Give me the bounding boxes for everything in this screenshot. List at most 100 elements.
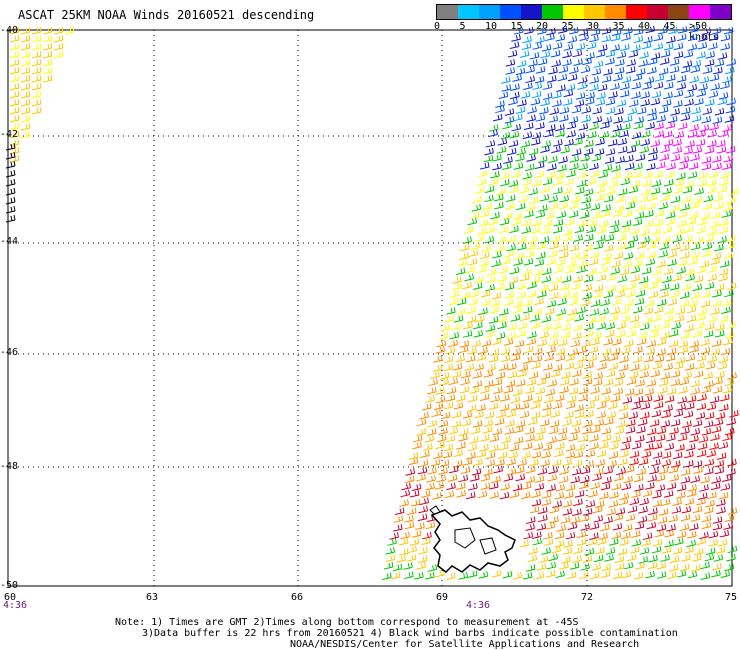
- wind-barb: [696, 402, 707, 411]
- wind-barb: [684, 546, 694, 554]
- wind-barb: [660, 193, 671, 202]
- wind-barb: [647, 474, 657, 483]
- wind-barb: [660, 372, 671, 380]
- wind-barb: [575, 43, 586, 51]
- wind-barb: [704, 322, 715, 331]
- wind-barb: [608, 313, 619, 322]
- wind-barb: [490, 170, 500, 179]
- wind-barb: [523, 345, 534, 354]
- wind-barb: [406, 507, 417, 516]
- wind-barb: [480, 289, 491, 298]
- wind-barb: [672, 546, 683, 555]
- wind-barb: [494, 417, 505, 426]
- wind-barb: [629, 450, 640, 459]
- wind-barb: [617, 275, 627, 283]
- wind-barb: [462, 411, 473, 419]
- wind-barb: [704, 553, 715, 562]
- wind-barb: [481, 339, 492, 347]
- wind-barb: [458, 345, 469, 354]
- wind-barb: [596, 91, 606, 100]
- wind-barb: [659, 57, 670, 65]
- wind-barb: [553, 186, 563, 195]
- wind-barb: [596, 273, 607, 282]
- wind-barb: [5, 178, 16, 187]
- wind-barb: [658, 201, 668, 210]
- wind-barb: [552, 276, 562, 284]
- wind-barb: [555, 570, 565, 579]
- wind-barb: [652, 538, 663, 547]
- note-line-2: 3)Data buffer is 22 hrs from 20160521 4)…: [142, 628, 678, 639]
- wind-barb: [589, 522, 600, 530]
- wind-barb: [5, 160, 16, 169]
- wind-barb: [439, 372, 450, 380]
- wind-barb: [643, 306, 654, 315]
- wind-barb: [530, 226, 540, 234]
- wind-barb: [500, 347, 511, 355]
- wind-barb: [651, 227, 661, 236]
- wind-barb: [546, 345, 556, 354]
- wind-barb: [561, 275, 572, 283]
- wind-barb: [687, 171, 698, 179]
- wind-barb: [578, 28, 589, 36]
- colorbar-swatch: [605, 5, 626, 19]
- wind-barb: [674, 178, 685, 187]
- wind-barb: [610, 33, 621, 42]
- lon-label: 66: [291, 592, 304, 603]
- wind-barb: [602, 163, 613, 172]
- wind-barb: [701, 428, 712, 436]
- wind-barb: [622, 209, 633, 218]
- wind-barb: [443, 355, 454, 364]
- wind-barb: [629, 227, 640, 235]
- wind-barb: [580, 298, 590, 307]
- wind-barb: [574, 404, 584, 412]
- wind-barb: [638, 194, 649, 203]
- wind-barb: [623, 475, 633, 484]
- wind-barb: [691, 106, 701, 115]
- wind-barb: [639, 322, 650, 331]
- wind-barb: [558, 244, 569, 252]
- lon-label: 72: [581, 592, 594, 603]
- wind-barb: [724, 563, 735, 572]
- wind-barb: [664, 529, 674, 538]
- wind-barb: [622, 115, 633, 123]
- wind-barb: [726, 97, 736, 106]
- wind-barb: [598, 265, 608, 274]
- wind-barb: [496, 146, 507, 154]
- wind-barb: [719, 315, 729, 323]
- wind-barb: [714, 459, 725, 468]
- wind-barb: [521, 42, 532, 51]
- wind-barb: [601, 34, 612, 43]
- wind-barb: [722, 203, 733, 212]
- wind-barb: [417, 555, 428, 564]
- wind-barb: [472, 371, 482, 379]
- wind-barb: [647, 108, 657, 116]
- wind-barb: [536, 241, 547, 250]
- wind-barb: [725, 427, 735, 436]
- wind-barb: [661, 459, 672, 467]
- wind-barb: [710, 482, 721, 491]
- wind-barb: [590, 202, 601, 211]
- wind-barb: [470, 426, 481, 435]
- wind-barb: [679, 155, 690, 164]
- wind-barb: [647, 113, 658, 122]
- wind-barb: [607, 401, 618, 410]
- wind-barb: [663, 42, 674, 51]
- wind-barb: [680, 468, 691, 476]
- wind-barb: [666, 347, 677, 356]
- wind-barb: [531, 411, 541, 419]
- wind-barb: [502, 121, 512, 130]
- colorbar-swatch: [584, 5, 605, 19]
- wind-barb: [720, 81, 730, 90]
- wind-barb: [715, 371, 725, 379]
- wind-barb: [569, 243, 580, 252]
- wind-barb: [632, 73, 643, 82]
- wind-barb: [653, 305, 664, 314]
- wind-barb: [547, 473, 558, 482]
- wind-barb: [509, 41, 520, 50]
- wind-barb: [670, 195, 681, 204]
- wind-barb: [549, 241, 559, 250]
- wind-barb: [636, 106, 647, 115]
- wind-barb: [585, 52, 595, 60]
- wind-barb: [549, 331, 559, 339]
- wind-barb: [521, 226, 531, 234]
